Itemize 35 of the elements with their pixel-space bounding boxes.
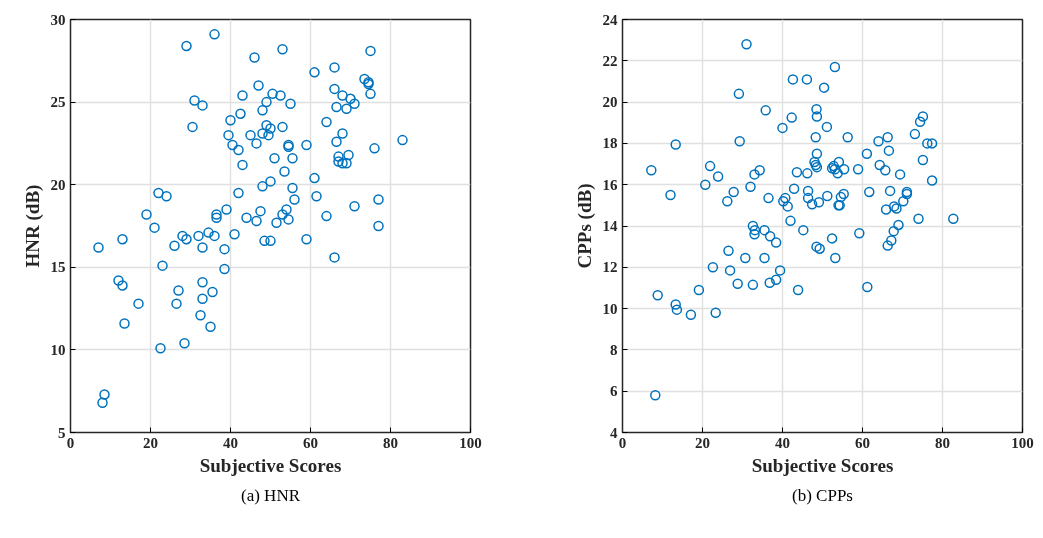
x-tick-label: 20 <box>695 434 710 451</box>
y-tick-label: 15 <box>50 259 66 276</box>
x-tick-label: 40 <box>223 434 238 451</box>
y-tick-label: 20 <box>50 176 66 193</box>
y-tick-label: 8 <box>610 341 618 358</box>
x-tick-label: 80 <box>935 434 950 451</box>
y-tick-label: 4 <box>610 424 618 441</box>
x-tick-label: 0 <box>618 434 627 451</box>
x-tick-label: 100 <box>1011 434 1034 451</box>
x-tick-label: 0 <box>66 434 75 451</box>
x-tick-label: 80 <box>383 434 398 451</box>
y-axis-title: CPPs (dB) <box>573 183 596 269</box>
x-tick-label: 100 <box>459 434 482 451</box>
x-tick-label: 20 <box>143 434 158 451</box>
y-tick-label: 12 <box>602 259 618 276</box>
x-axis-title: Subjective Scores <box>199 454 342 476</box>
y-tick-label: 10 <box>602 300 618 317</box>
y-tick-label: 5 <box>58 424 66 441</box>
x-tick-label: 60 <box>855 434 870 451</box>
x-axis-title: Subjective Scores <box>751 454 894 476</box>
y-axis-title: HNR (dB) <box>21 184 44 268</box>
text: (a) HNR <box>240 485 301 505</box>
text: (b) CPPs <box>792 485 853 505</box>
y-tick-label: 20 <box>602 94 618 111</box>
y-tick-label: 30 <box>50 11 66 28</box>
y-tick-label: 10 <box>50 341 66 358</box>
x-tick-label: 40 <box>775 434 790 451</box>
y-tick-label: 24 <box>602 11 618 28</box>
y-tick-label: 25 <box>50 94 66 111</box>
y-tick-label: 18 <box>602 135 618 152</box>
y-tick-label: 6 <box>610 383 618 400</box>
y-tick-label: 22 <box>602 52 618 69</box>
y-tick-label: 16 <box>602 176 618 193</box>
x-tick-label: 60 <box>303 434 318 451</box>
y-tick-label: 14 <box>602 218 618 234</box>
